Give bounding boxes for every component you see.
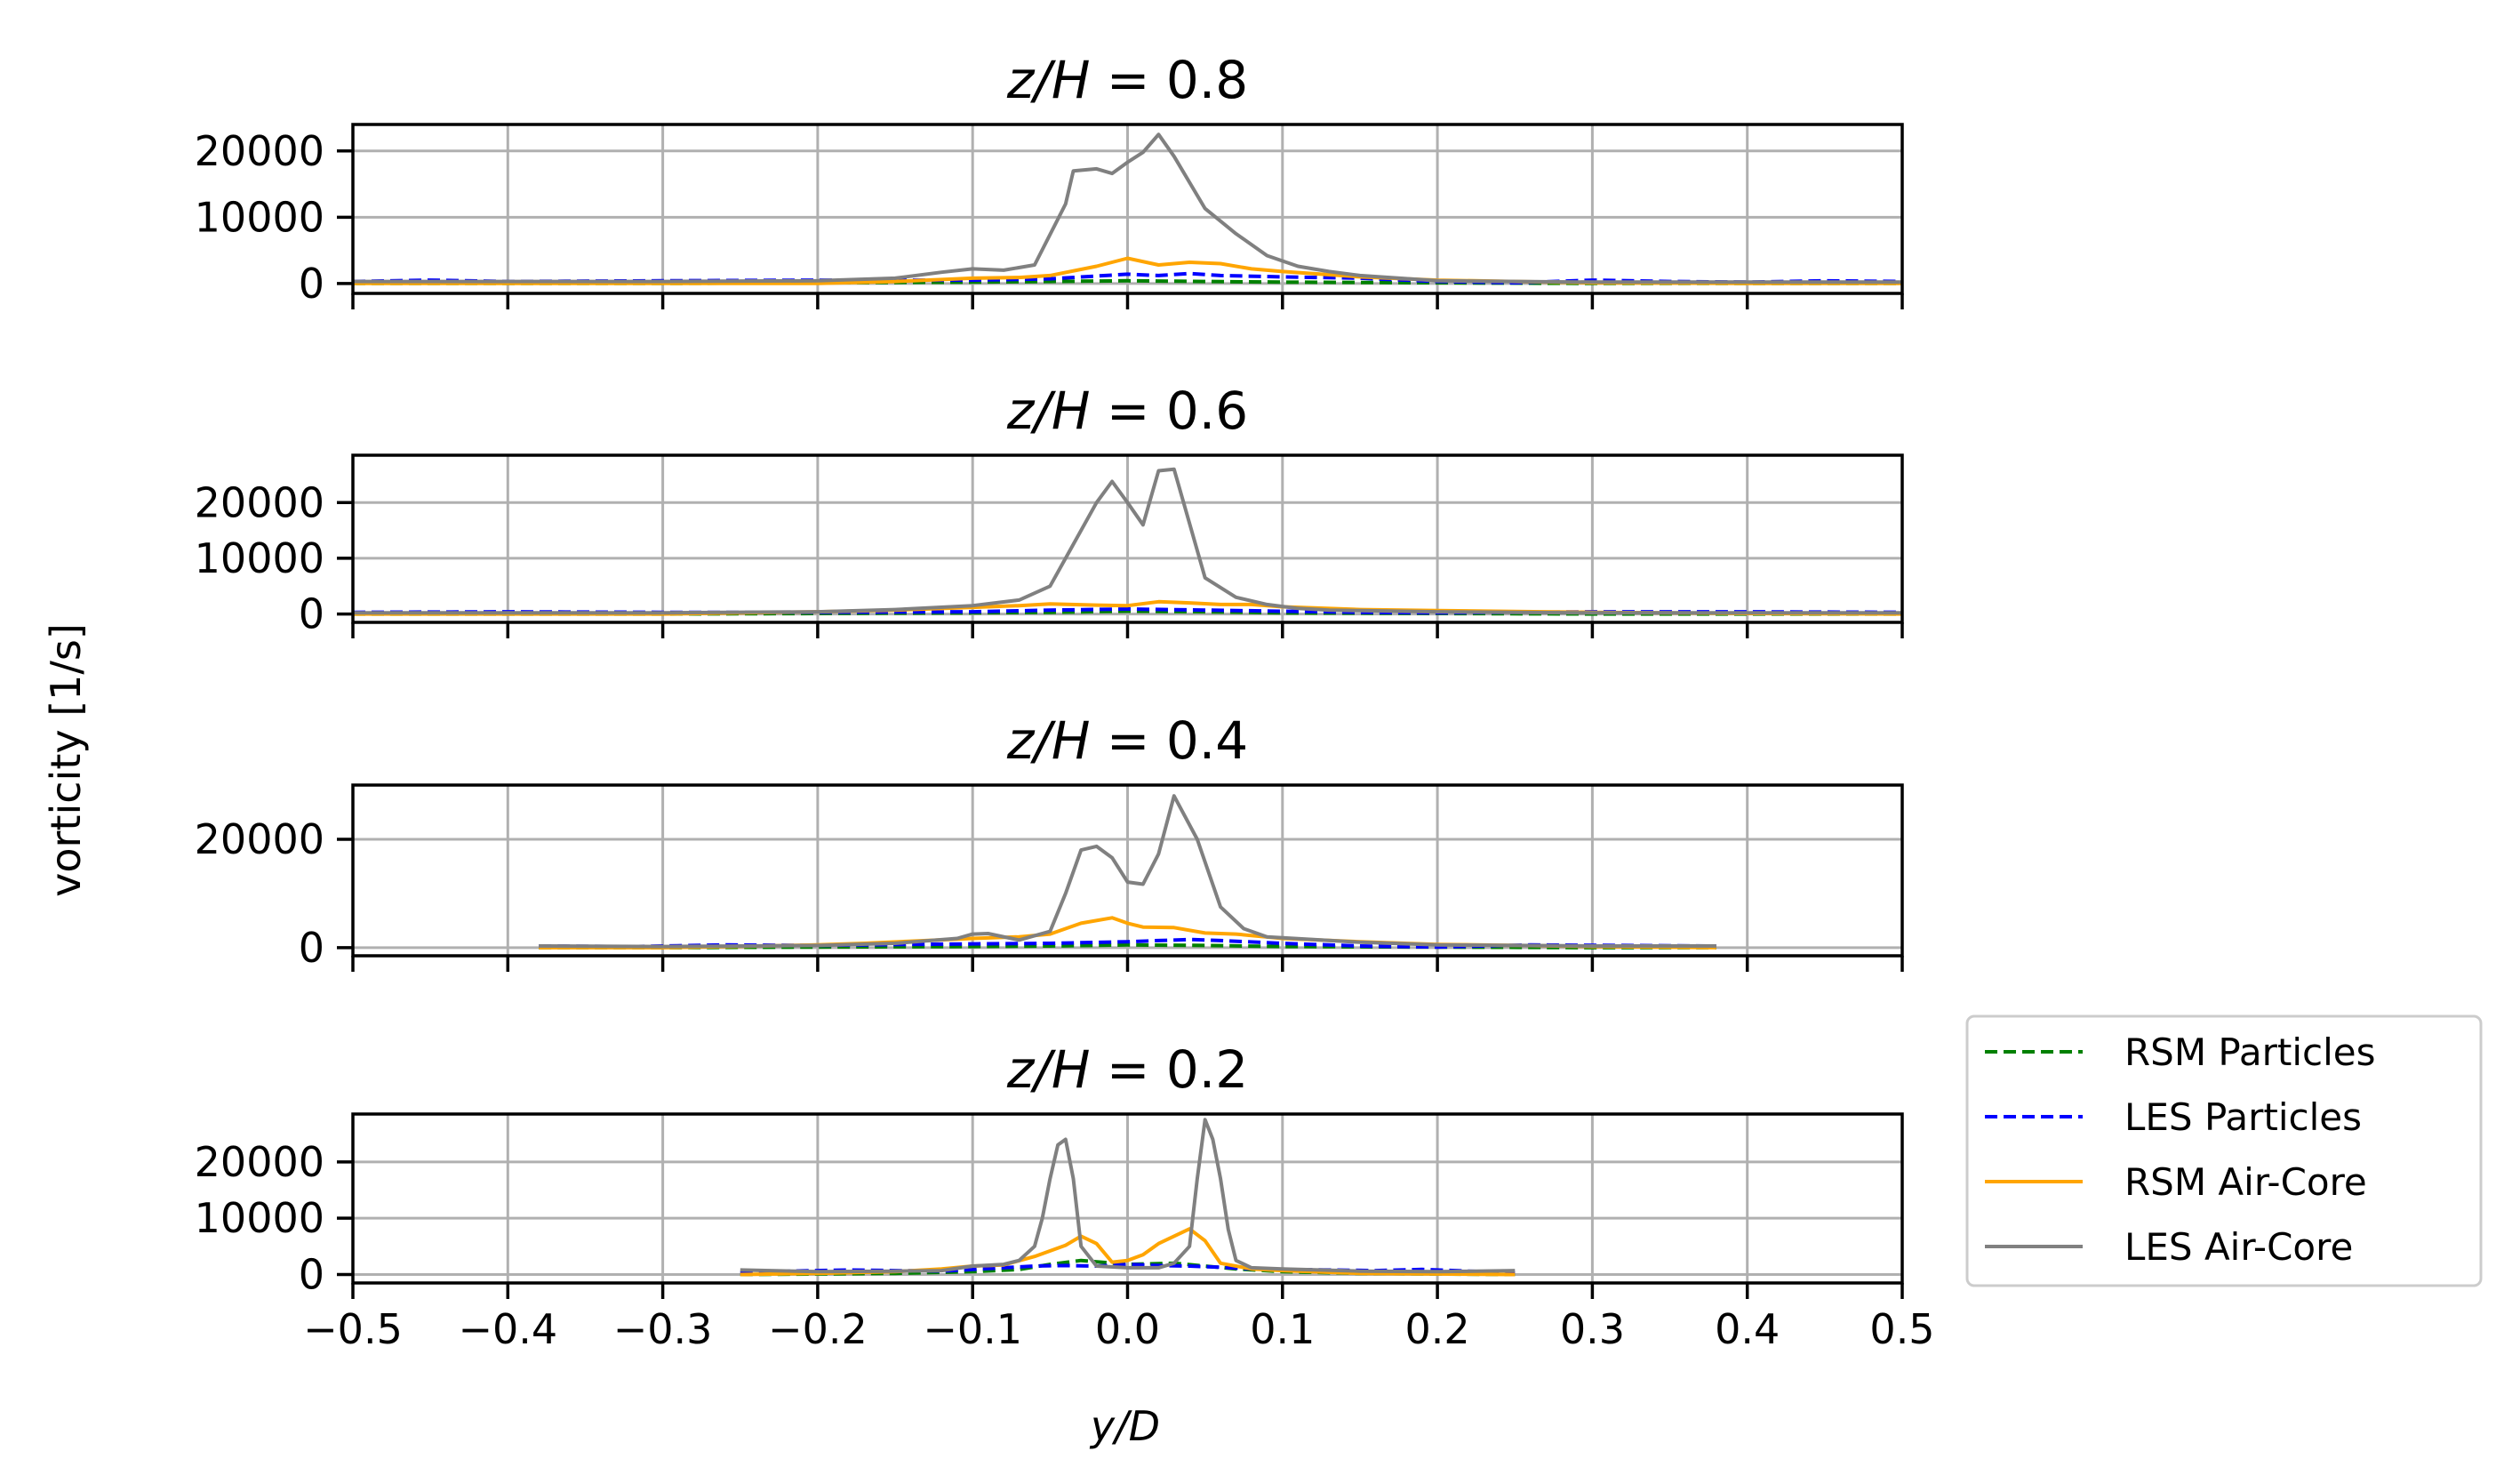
subplots: 0 10000 20000 z/H = 0.8 0 10000 20000 z/H = 0.6… (195, 50, 1935, 1353)
x-tick-label: 0.2 (1405, 1305, 1470, 1353)
y-axis-label: vorticity [1/s] (42, 623, 90, 897)
x-tick-label: −0.1 (923, 1305, 1022, 1353)
x-tick-label: 0.3 (1560, 1305, 1625, 1353)
series-group (353, 132, 1902, 285)
x-tick-label: 0.1 (1250, 1305, 1315, 1353)
y-tick-label: 10000 (195, 1194, 324, 1242)
series-group (740, 1118, 1516, 1277)
subplot-title: z/H = 0.8 (1006, 50, 1248, 110)
subplot-title: z/H = 0.4 (1006, 710, 1248, 771)
y-tick-label: 0 (299, 1251, 324, 1299)
x-tick-label: −0.4 (458, 1305, 557, 1353)
y-tick-label: 0 (299, 924, 324, 972)
legend: RSM Particles LES Particles RSM Air-Core LE… (1965, 1014, 2483, 1287)
x-tick-label: 0.5 (1869, 1305, 1934, 1353)
x-tick-label: −0.5 (303, 1305, 403, 1353)
y-tick-label: 0 (299, 590, 324, 638)
legend-label: RSM Air-Core (2124, 1160, 2367, 1204)
series-group (353, 467, 1902, 616)
series-line-les-air-core (353, 132, 1902, 285)
y-tick-label: 20000 (195, 478, 324, 526)
subplot-title-variable: z/H (1006, 1039, 1091, 1100)
series-line-les-air-core (353, 467, 1902, 615)
legend-frame (1965, 1014, 2483, 1287)
y-tick-label: 10000 (195, 534, 324, 582)
legend-label: LES Particles (2124, 1095, 2362, 1139)
subplot-title-variable: z/H (1006, 50, 1091, 110)
series-line-les-air-core (740, 1118, 1516, 1274)
x-axis-label: y/D (1089, 1402, 1160, 1450)
subplot-title: z/H = 0.2 (1006, 1039, 1248, 1100)
x-tick-label: 0.4 (1715, 1305, 1780, 1353)
subplot-title-variable: z/H (1006, 381, 1091, 441)
subplot-3: −0.5 −0.4 −0.3 −0.2 −0.1 0.0 0.1 0.2 0.3 0.4 0.5 0 1… (195, 1039, 1935, 1353)
subplot-title-value: = 0.8 (1090, 50, 1248, 110)
y-tick-label: 20000 (195, 1138, 324, 1186)
x-tick-label: 0.0 (1095, 1305, 1160, 1353)
y-tick-label: 10000 (195, 193, 324, 241)
subplot-2: 0 20000 z/H = 0.4 (195, 710, 1904, 972)
y-tick-label: 20000 (195, 815, 324, 863)
subplot-title-variable: z/H (1006, 710, 1091, 771)
subplot-0: 0 10000 20000 z/H = 0.8 (195, 50, 1904, 309)
series-line-les-particles (353, 271, 1902, 285)
series-line-les-air-core (539, 794, 1716, 949)
series-group (539, 794, 1716, 950)
x-tick-label: −0.3 (613, 1305, 713, 1353)
legend-label: RSM Particles (2124, 1030, 2376, 1074)
subplot-title-value: = 0.2 (1090, 1039, 1248, 1100)
subplot-title-value: = 0.4 (1090, 710, 1248, 771)
y-tick-label: 20000 (195, 127, 324, 175)
x-tick-label: −0.2 (768, 1305, 868, 1353)
subplot-1: 0 10000 20000 z/H = 0.6 (195, 381, 1904, 638)
legend-label: LES Air-Core (2124, 1225, 2353, 1269)
y-tick-label: 0 (299, 260, 324, 308)
subplot-title-value: = 0.6 (1090, 381, 1248, 441)
subplot-title: z/H = 0.6 (1006, 381, 1248, 441)
